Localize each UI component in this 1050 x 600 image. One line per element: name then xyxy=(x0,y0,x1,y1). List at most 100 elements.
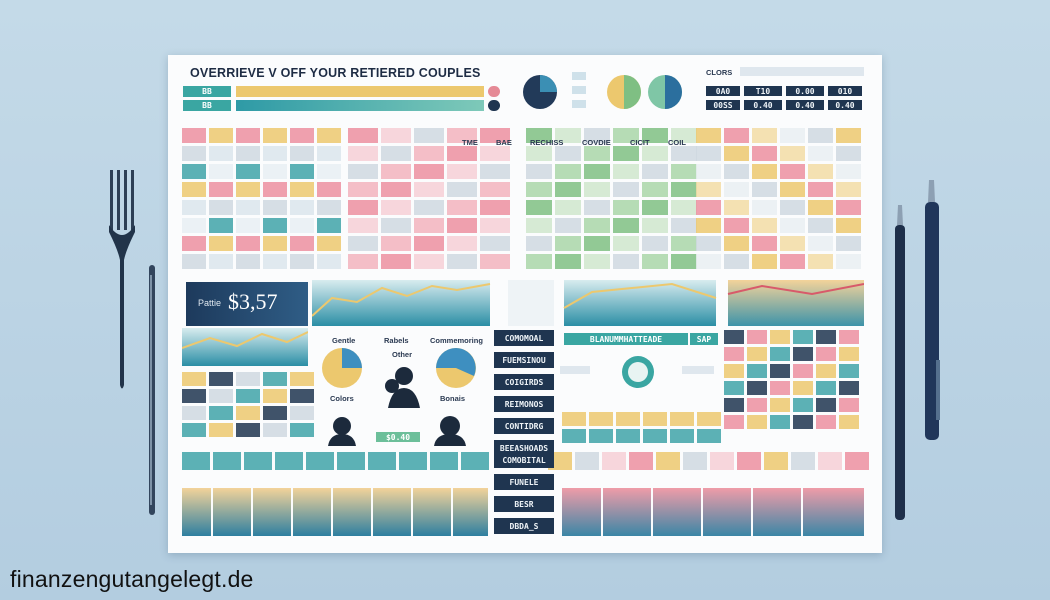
grid-cell[interactable] xyxy=(290,182,314,197)
grid-cell[interactable] xyxy=(480,146,510,161)
grid-cell[interactable] xyxy=(656,452,680,470)
grid-cell[interactable] xyxy=(526,164,552,179)
grid-cell[interactable] xyxy=(724,398,744,412)
grid-cell[interactable] xyxy=(526,182,552,197)
grid-cell[interactable] xyxy=(290,146,314,161)
grid-cell[interactable] xyxy=(836,164,861,179)
grid-cell[interactable] xyxy=(236,389,260,403)
grid-cell[interactable] xyxy=(584,254,610,269)
grid-cell[interactable] xyxy=(480,236,510,251)
grid-cell[interactable] xyxy=(348,164,378,179)
grid-cell[interactable] xyxy=(447,182,477,197)
grid-cell[interactable] xyxy=(526,254,552,269)
grid-cell[interactable] xyxy=(724,254,749,269)
grid-cell[interactable] xyxy=(752,182,777,197)
grid-cell[interactable] xyxy=(263,236,287,251)
grid-cell[interactable] xyxy=(752,218,777,233)
grid-cell[interactable] xyxy=(236,182,260,197)
grid-cell[interactable] xyxy=(381,146,411,161)
grid-cell[interactable] xyxy=(348,200,378,215)
grid-cell[interactable] xyxy=(562,412,586,426)
grid-cell[interactable] xyxy=(275,452,303,470)
grid-cell[interactable] xyxy=(808,200,833,215)
grid-cell[interactable] xyxy=(724,364,744,378)
grid-cell[interactable] xyxy=(480,200,510,215)
grid-cell[interactable] xyxy=(414,128,444,143)
grid-cell[interactable] xyxy=(724,200,749,215)
grid-cell[interactable] xyxy=(263,423,287,437)
grid-cell[interactable] xyxy=(526,218,552,233)
grid-cell[interactable] xyxy=(839,398,859,412)
grid-cell[interactable] xyxy=(724,330,744,344)
grid-cell[interactable] xyxy=(480,164,510,179)
grid-cell[interactable] xyxy=(752,254,777,269)
grid-cell[interactable] xyxy=(182,182,206,197)
grid-cell[interactable] xyxy=(780,128,805,143)
grid-cell[interactable] xyxy=(839,381,859,395)
grid-cell[interactable] xyxy=(793,330,813,344)
grid-cell[interactable] xyxy=(447,236,477,251)
grid-cell[interactable] xyxy=(780,218,805,233)
grid-cell[interactable] xyxy=(747,398,767,412)
grid-cell[interactable] xyxy=(209,372,233,386)
grid-cell[interactable] xyxy=(209,200,233,215)
grid-cell[interactable] xyxy=(381,236,411,251)
top-input-bar-2[interactable] xyxy=(236,100,484,111)
grid-cell[interactable] xyxy=(839,347,859,361)
grid-cell[interactable] xyxy=(182,406,206,420)
grid-cell[interactable] xyxy=(555,164,581,179)
grid-cell[interactable] xyxy=(209,423,233,437)
grid-cell[interactable] xyxy=(770,398,790,412)
grid-cell[interactable] xyxy=(209,164,233,179)
grid-cell[interactable] xyxy=(836,128,861,143)
grid-cell[interactable] xyxy=(290,200,314,215)
grid-cell[interactable] xyxy=(526,236,552,251)
grid-cell[interactable] xyxy=(414,218,444,233)
grid-cell[interactable] xyxy=(724,182,749,197)
grid-cell[interactable] xyxy=(642,200,668,215)
grid-cell[interactable] xyxy=(642,164,668,179)
grid-cell[interactable] xyxy=(209,146,233,161)
grid-cell[interactable] xyxy=(548,452,572,470)
grid-cell[interactable] xyxy=(752,200,777,215)
grid-cell[interactable] xyxy=(697,412,721,426)
grid-cell[interactable] xyxy=(780,164,805,179)
grid-cell[interactable] xyxy=(555,200,581,215)
grid-cell[interactable] xyxy=(348,146,378,161)
grid-cell[interactable] xyxy=(642,128,668,143)
grid-cell[interactable] xyxy=(696,182,721,197)
grid-cell[interactable] xyxy=(616,429,640,443)
grid-cell[interactable] xyxy=(752,146,777,161)
grid-cell[interactable] xyxy=(752,128,777,143)
grid-cell[interactable] xyxy=(671,146,697,161)
grid-cell[interactable] xyxy=(263,406,287,420)
grid-cell[interactable] xyxy=(642,218,668,233)
grid-cell[interactable] xyxy=(724,347,744,361)
grid-cell[interactable] xyxy=(747,347,767,361)
grid-cell[interactable] xyxy=(290,423,314,437)
grid-cell[interactable] xyxy=(317,128,341,143)
grid-cell[interactable] xyxy=(182,452,210,470)
grid-cell[interactable] xyxy=(791,452,815,470)
grid-cell[interactable] xyxy=(317,146,341,161)
grid-cell[interactable] xyxy=(845,452,869,470)
grid-cell[interactable] xyxy=(290,128,314,143)
grid-cell[interactable] xyxy=(480,182,510,197)
grid-cell[interactable] xyxy=(808,182,833,197)
grid-cell[interactable] xyxy=(236,146,260,161)
grid-cell[interactable] xyxy=(808,218,833,233)
grid-cell[interactable] xyxy=(696,146,721,161)
grid-cell[interactable] xyxy=(244,452,272,470)
top-input-bar-1[interactable] xyxy=(236,86,484,97)
grid-cell[interactable] xyxy=(182,389,206,403)
grid-cell[interactable] xyxy=(780,182,805,197)
grid-cell[interactable] xyxy=(236,236,260,251)
grid-cell[interactable] xyxy=(461,452,489,470)
grid-cell[interactable] xyxy=(584,146,610,161)
grid-cell[interactable] xyxy=(770,381,790,395)
top-input-dot-1[interactable] xyxy=(488,86,500,97)
grid-cell[interactable] xyxy=(770,415,790,429)
grid-cell[interactable] xyxy=(836,236,861,251)
grid-cell[interactable] xyxy=(317,254,341,269)
grid-cell[interactable] xyxy=(236,423,260,437)
